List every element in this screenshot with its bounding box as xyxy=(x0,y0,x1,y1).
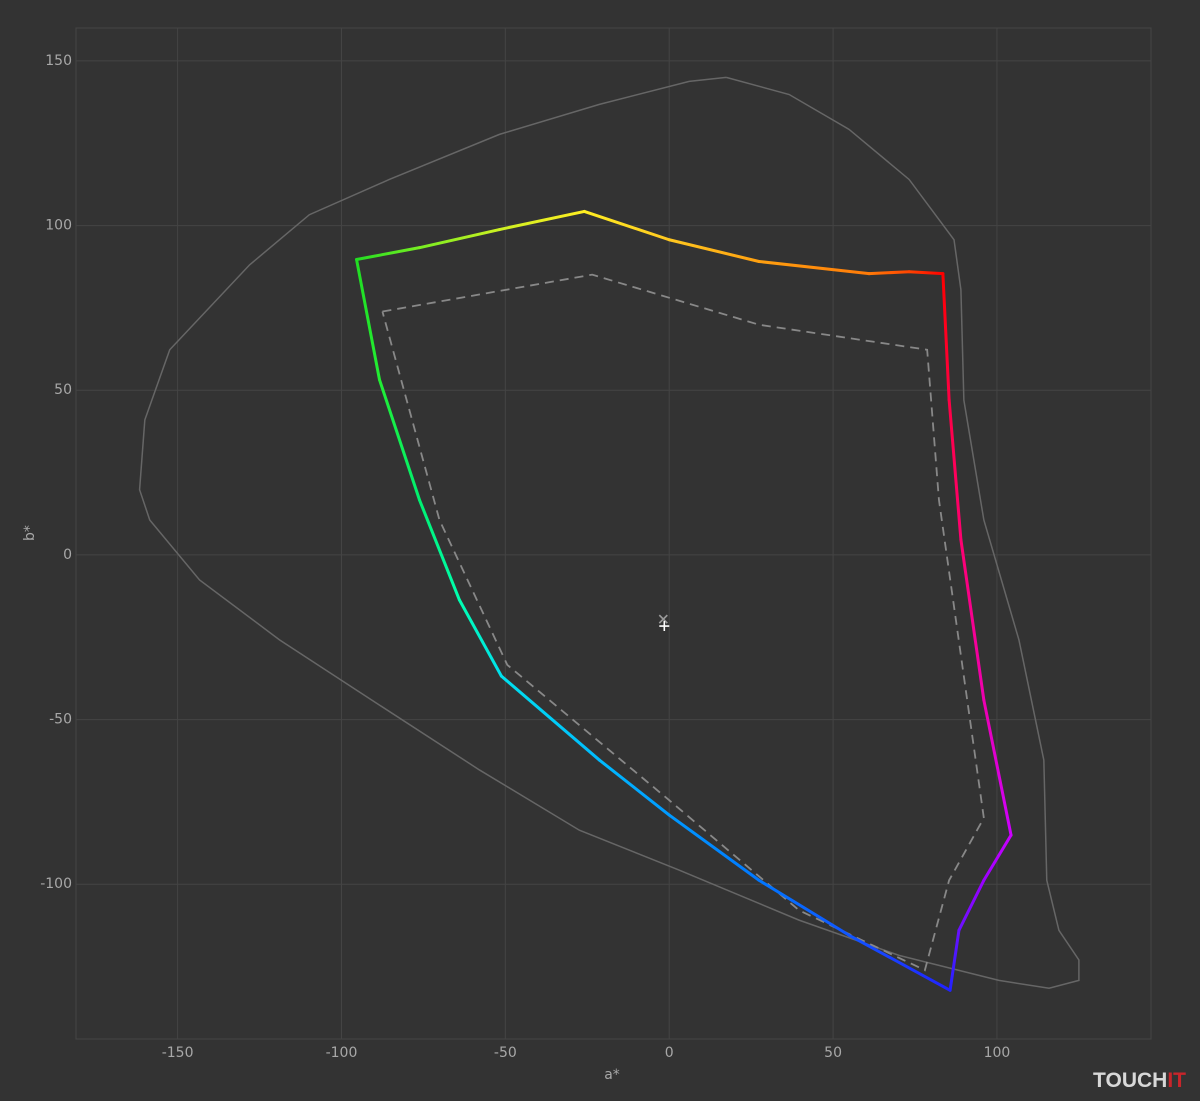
y-tick-label: 50 xyxy=(54,382,72,398)
gamut-segment xyxy=(417,228,501,250)
gamut-segment xyxy=(499,674,601,762)
gamut-segment xyxy=(597,758,671,817)
y-tick-label: 100 xyxy=(45,218,72,234)
gamut-segment xyxy=(867,270,911,276)
gamut-segment xyxy=(667,238,761,263)
gamut-segment xyxy=(959,538,986,702)
gamut-segment xyxy=(947,398,963,542)
y-axis-label: b* xyxy=(22,525,38,541)
watermark-part: IT xyxy=(1167,1069,1186,1092)
gamut-segment xyxy=(582,209,671,242)
gamut-segment xyxy=(457,598,503,678)
reference-gamut xyxy=(381,273,985,972)
gamut-segment xyxy=(982,833,1013,882)
spectral-locus xyxy=(138,76,1080,990)
gamut-segment xyxy=(355,258,381,382)
y-tick-label: -100 xyxy=(40,876,72,892)
gamut-segment xyxy=(847,933,952,992)
gamut-segment xyxy=(757,878,851,937)
gamut-segment xyxy=(497,209,586,232)
gamut-segment xyxy=(957,878,986,932)
x-tick-label: 50 xyxy=(824,1045,842,1061)
x-tick-label: -150 xyxy=(162,1045,194,1061)
x-tick-label: 0 xyxy=(665,1045,674,1061)
gamut-segment xyxy=(667,813,761,882)
y-tick-label: -50 xyxy=(49,712,72,728)
white-point xyxy=(659,621,670,632)
gamut-segment xyxy=(907,270,945,276)
x-tick-label: -50 xyxy=(494,1045,517,1061)
gamut-segment xyxy=(941,272,951,402)
gamut-segment xyxy=(355,246,421,262)
gamut-segment xyxy=(948,928,961,992)
white-point xyxy=(658,614,668,624)
x-tick-label: -100 xyxy=(326,1045,358,1061)
y-tick-label: 150 xyxy=(45,53,72,69)
watermark-part: TOUCH xyxy=(1093,1069,1167,1092)
gamut-segment xyxy=(757,259,871,276)
gamut-segment xyxy=(982,698,1013,837)
x-axis-label: a* xyxy=(604,1067,620,1083)
gamut-segment xyxy=(417,498,461,602)
gamut-segment xyxy=(377,378,421,502)
y-tick-label: 0 xyxy=(63,547,72,563)
plot-frame xyxy=(75,27,1152,1040)
x-tick-label: 100 xyxy=(984,1045,1011,1061)
watermark: TOUCHIT xyxy=(1093,1069,1186,1092)
